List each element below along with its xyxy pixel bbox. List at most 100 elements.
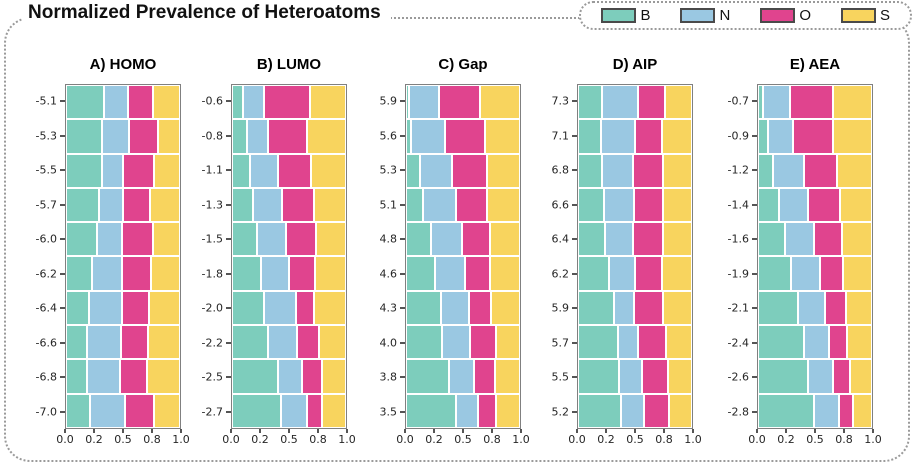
y-tick-label: -7.0 — [35, 405, 57, 419]
x-axis-e-aea: 0.0 0.2 0.5 0.8 1.0 — [748, 429, 882, 449]
y-tick: -1.1 — [191, 153, 231, 188]
bar-segment-b — [406, 393, 457, 428]
bar-segment-b — [232, 325, 269, 360]
y-tick-label: 5.2 — [551, 405, 570, 419]
chart-title: Normalized Prevalence of Heteroatoms — [22, 2, 391, 26]
x-axis-d-aip: 0.0 0.2 0.5 0.8 1.0 — [568, 429, 702, 449]
y-tick-label: 6.6 — [551, 198, 570, 212]
y-tick-label: -1.6 — [727, 232, 749, 246]
y-tick-label: -2.6 — [727, 370, 749, 384]
y-tick-mark — [400, 376, 405, 379]
stacked-bar--7.0 — [66, 393, 180, 428]
bar-segment-s — [309, 85, 346, 120]
bar-segment-n — [601, 85, 639, 120]
x-tick-mark — [151, 429, 153, 433]
plot-area-row: -0.6 -0.8 -1.1 -1.3 -1.5 -1.8 -2.0 -2.2 -2.5 -2.7 — [191, 84, 347, 429]
stacked-bar-5.9 — [406, 85, 520, 120]
y-tick-mark — [60, 376, 65, 379]
bar-segment-o — [125, 393, 154, 428]
bar-segment-s — [663, 187, 692, 223]
bar-segment-b — [758, 222, 786, 257]
y-tick: 6.6 — [537, 188, 577, 223]
bar-segment-s — [840, 187, 872, 223]
bar-segment-b — [406, 187, 424, 223]
bar-segment-s — [484, 119, 520, 154]
y-tick-label: 7.1 — [551, 129, 570, 143]
bar-segment-s — [494, 359, 520, 394]
bar-segment-s — [665, 325, 692, 360]
y-tick-mark — [400, 203, 405, 206]
y-tick-label: -5.5 — [35, 163, 57, 177]
y-tick: 3.8 — [365, 360, 405, 395]
y-axis-a-homo: -5.1 -5.3 -5.5 -5.7 -6.0 -6.2 -6.4 -6.6 -6.8 -7.0 — [25, 84, 65, 429]
x-tick-mark — [785, 429, 787, 433]
bar-segment-s — [314, 290, 346, 326]
bar-segment-o — [465, 256, 491, 291]
y-tick: 7.1 — [537, 119, 577, 154]
bar-segment-b — [232, 359, 278, 394]
bar-segment-b — [578, 85, 602, 120]
legend-swatch-s — [840, 8, 876, 23]
plot-area-row: 7.3 7.1 6.8 6.6 6.4 6.2 5.9 5.7 5.5 5.2 — [537, 84, 693, 429]
bar-segment-n — [102, 119, 129, 154]
x-axis-b-lumo: 0.0 0.2 0.5 0.8 1.0 — [222, 429, 356, 449]
stacked-bar--6.2 — [66, 256, 180, 291]
y-tick-mark — [400, 307, 405, 310]
stacked-bar--1.1 — [232, 153, 346, 188]
x-tick-label: 0.0 — [748, 433, 766, 446]
bar-segment-s — [316, 222, 346, 257]
bar-segment-o — [838, 393, 853, 428]
bar-segment-s — [664, 85, 692, 120]
y-tick-mark — [752, 376, 757, 379]
bar-segment-n — [250, 153, 278, 188]
stacked-bar--0.9 — [758, 119, 872, 154]
bar-segment-n — [423, 187, 457, 223]
bar-segment-n — [600, 119, 635, 154]
y-tick-label: 6.8 — [551, 163, 570, 177]
y-tick-mark — [752, 307, 757, 310]
bar-segment-b — [232, 85, 244, 120]
y-tick-label: -5.7 — [35, 198, 57, 212]
y-tick: -2.2 — [191, 326, 231, 361]
y-tick: 6.8 — [537, 153, 577, 188]
bar-segment-n — [89, 393, 126, 428]
y-axis-e-aea: -0.7 -0.9 -1.2 -1.4 -1.6 -1.9 -2.1 -2.4 -2.6 -2.8 — [717, 84, 757, 429]
bar-segment-o — [439, 85, 481, 120]
y-tick: -2.5 — [191, 360, 231, 395]
panel-title-d-aip: D) AIP — [612, 56, 658, 73]
bar-segment-n — [803, 325, 829, 360]
y-tick-mark — [226, 410, 231, 413]
x-tick-label: 1.0 — [684, 433, 702, 446]
bar-segment-n — [762, 85, 790, 120]
y-tick-label: 5.7 — [551, 336, 570, 350]
plot-area-row: -5.1 -5.3 -5.5 -5.7 -6.0 -6.2 -6.4 -6.6 -6.8 -7.0 — [25, 84, 181, 429]
bar-segment-n — [617, 325, 639, 360]
y-tick-label: -2.1 — [727, 301, 749, 315]
x-tick-mark — [462, 429, 464, 433]
x-tick-label: 1.0 — [338, 433, 356, 446]
bar-segment-b — [232, 290, 264, 326]
x-tick-mark — [692, 429, 694, 433]
stacked-bar--1.6 — [758, 222, 872, 257]
y-tick-label: 5.1 — [379, 198, 398, 212]
y-tick: -2.8 — [717, 395, 757, 430]
x-tick-label: 0.8 — [835, 433, 853, 446]
bar-segment-o — [641, 359, 669, 394]
y-tick-label: -0.8 — [201, 129, 223, 143]
bar-segment-b — [406, 290, 442, 326]
y-tick-label: -2.2 — [201, 336, 223, 350]
bar-segment-s — [310, 153, 346, 188]
y-tick-label: -5.1 — [35, 94, 57, 108]
bar-segment-s — [152, 222, 180, 257]
bar-segment-b — [232, 153, 251, 188]
bar-segment-n — [281, 393, 308, 428]
stacked-bar--0.6 — [232, 85, 346, 120]
x-tick-mark — [756, 429, 758, 433]
y-tick-label: -6.6 — [35, 336, 57, 350]
bar-segment-n — [86, 359, 120, 394]
x-tick-label: 0.5 — [454, 433, 472, 446]
y-tick-mark — [752, 203, 757, 206]
bar-segment-b — [578, 256, 609, 291]
x-tick-label: 0.2 — [425, 433, 443, 446]
bar-segment-o — [474, 359, 495, 394]
